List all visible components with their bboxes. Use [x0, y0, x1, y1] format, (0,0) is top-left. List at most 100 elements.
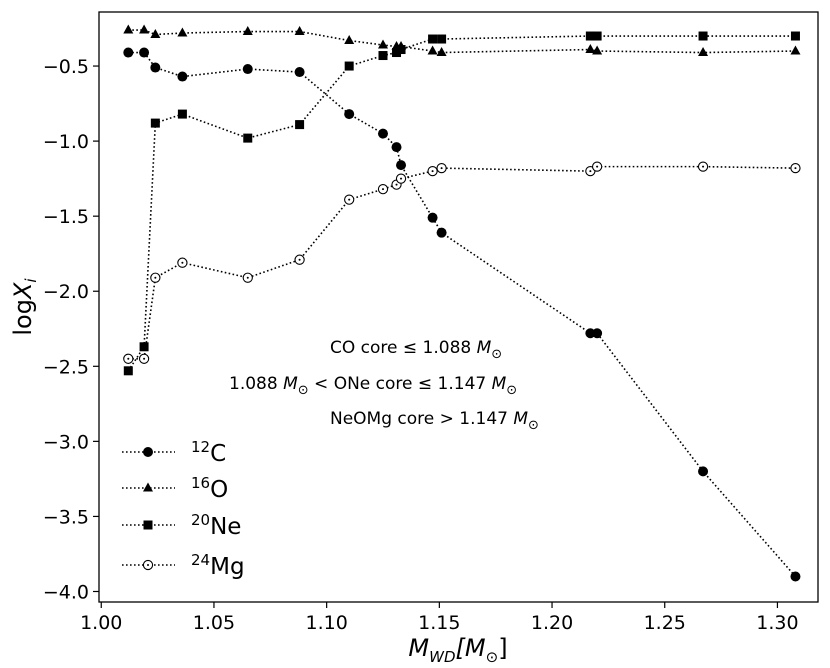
data-point-20ne [698, 31, 708, 41]
x-axis-ticks: 1.00 1.05 1.10 1.15 1.20 1.25 1.30 [80, 602, 799, 634]
data-point-20ne [139, 342, 149, 352]
data-point-20ne [378, 51, 388, 61]
data-point-20ne [123, 366, 133, 376]
data-point-24mg-dot [794, 167, 797, 170]
data-point-12c [396, 160, 407, 171]
y-tick-label: −2.0 [43, 281, 89, 303]
legend-marker-open-circle-dot [147, 564, 149, 566]
data-point-24mg-dot [127, 357, 130, 360]
data-point-12c [150, 62, 161, 73]
data-point-24mg-dot [154, 276, 157, 279]
data-point-24mg-dot [440, 167, 443, 170]
data-point-24mg-dot [596, 165, 599, 168]
data-point-20ne [437, 34, 447, 44]
data-point-16o [436, 47, 447, 57]
y-tick-label: −3.5 [43, 506, 89, 528]
data-point-16o [377, 39, 388, 49]
data-point-24mg-dot [702, 165, 705, 168]
data-point-16o [585, 44, 596, 54]
data-point-12c [790, 571, 801, 582]
plot-area [123, 24, 801, 582]
data-point-20ne [428, 34, 438, 44]
data-point-20ne [344, 61, 354, 71]
data-point-24mg-dot [381, 188, 384, 191]
legend-marker-filled-triangle [143, 482, 153, 492]
data-point-12c [377, 128, 388, 139]
data-point-24mg-dot [246, 276, 249, 279]
legend-marker-filled-circle [143, 447, 153, 457]
svg-text:20Ne: 20Ne [191, 511, 241, 540]
data-point-20ne [177, 109, 187, 119]
data-point-12c [592, 328, 603, 339]
data-point-12c [242, 64, 253, 75]
data-point-24mg-dot [181, 261, 184, 264]
series-line-16o [128, 29, 796, 54]
data-point-20ne [243, 133, 253, 143]
data-point-16o [592, 45, 603, 55]
data-point-12c [427, 212, 438, 223]
data-point-12c [436, 227, 447, 238]
data-point-12c [139, 47, 150, 58]
svg-text:12C: 12C [191, 438, 226, 467]
data-point-12c [294, 67, 305, 78]
y-tick-label: −4.0 [43, 581, 89, 603]
data-point-16o [123, 24, 134, 34]
svg-text:16O: 16O [191, 474, 228, 503]
data-point-16o [294, 26, 305, 36]
data-point-20ne [396, 45, 406, 55]
data-point-16o [242, 26, 253, 36]
legend-entry-16o: 16O [122, 474, 228, 503]
data-point-16o [790, 45, 801, 55]
y-tick-label: −3.0 [43, 431, 89, 453]
annotation-one-core: 1.088 M⊙ < ONe core ≤ 1.147 M⊙ [229, 374, 517, 398]
y-axis-ticks: −0.5 −1.0 −1.5 −2.0 −2.5 −3.0 −3.5 −4.0 [43, 56, 99, 603]
data-point-16o [344, 35, 355, 45]
data-point-12c [123, 47, 134, 58]
annotation-co-core: CO core ≤ 1.088 M⊙ [330, 338, 502, 362]
legend-entry-12c: 12C [122, 438, 226, 467]
svg-text:24Mg: 24Mg [191, 551, 245, 580]
data-point-24mg-dot [143, 357, 146, 360]
y-tick-label: −1.5 [43, 206, 89, 228]
data-point-16o [698, 47, 709, 57]
series-line-12c [128, 51, 797, 578]
y-tick-label: −1.0 [43, 131, 89, 153]
data-point-16o [427, 45, 438, 55]
x-tick-label: 1.00 [80, 612, 122, 634]
y-tick-label: −2.5 [43, 356, 89, 378]
data-point-12c [391, 142, 402, 153]
data-point-20ne [592, 31, 602, 41]
y-tick-label: −0.5 [43, 56, 89, 78]
data-point-24mg-dot [589, 170, 592, 173]
annotation-neomg-core: NeOMg core > 1.147 M⊙ [330, 409, 539, 433]
data-point-12c [177, 71, 188, 82]
data-point-20ne [585, 31, 595, 41]
data-point-20ne [150, 118, 160, 128]
x-tick-label: 1.25 [644, 612, 686, 634]
data-point-24mg-dot [395, 183, 398, 186]
x-tick-label: 1.20 [531, 612, 573, 634]
series-line-24mg [128, 165, 796, 360]
data-point-20ne [790, 31, 800, 41]
data-point-24mg-dot [298, 258, 301, 261]
data-point-24mg-dot [348, 198, 351, 201]
legend-entry-20ne: 20Ne [122, 511, 241, 540]
axes-frame [98, 11, 819, 603]
legend-marker-filled-square [143, 520, 153, 530]
legend: 12C 16O 20Ne 24Mg [122, 438, 245, 580]
data-point-24mg-dot [400, 177, 403, 180]
series-line-20ne [127, 35, 796, 372]
data-point-12c [698, 466, 709, 477]
data-point-12c [344, 109, 355, 120]
data-point-16o [150, 29, 161, 39]
data-point-16o [177, 27, 188, 37]
data-point-20ne [392, 48, 402, 58]
x-tick-label: 1.15 [418, 612, 460, 634]
x-axis-label: MWD[M⊙] [408, 634, 507, 666]
data-point-20ne [295, 120, 305, 130]
data-point-24mg-dot [431, 170, 434, 173]
x-tick-label: 1.30 [756, 612, 798, 634]
y-axis-label: logXi [9, 278, 40, 336]
legend-entry-24mg: 24Mg [122, 551, 245, 580]
